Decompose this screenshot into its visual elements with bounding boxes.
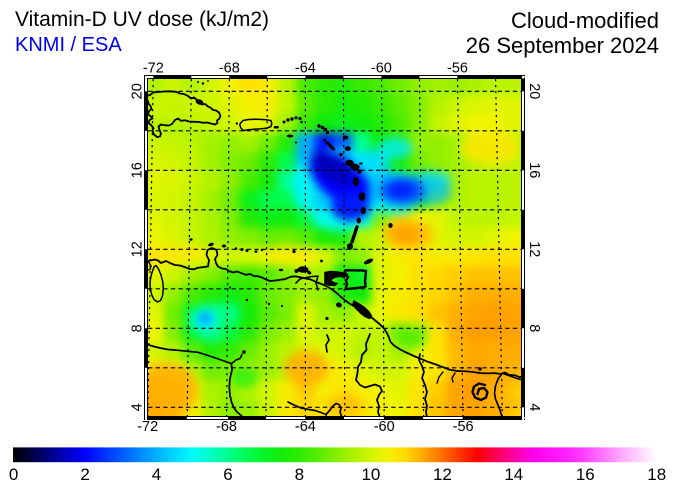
svg-text:-72: -72 bbox=[137, 419, 158, 435]
svg-text:12: 12 bbox=[130, 241, 146, 257]
svg-text:4: 4 bbox=[130, 403, 146, 411]
svg-text:20: 20 bbox=[130, 83, 146, 99]
svg-text:14: 14 bbox=[504, 465, 523, 484]
svg-text:16: 16 bbox=[576, 465, 595, 484]
svg-text:20: 20 bbox=[526, 83, 542, 99]
svg-text:-60: -60 bbox=[371, 61, 392, 77]
svg-text:16: 16 bbox=[130, 162, 146, 178]
svg-text:4: 4 bbox=[526, 403, 542, 411]
svg-text:12: 12 bbox=[526, 241, 542, 257]
svg-text:6: 6 bbox=[223, 465, 232, 484]
svg-text:-64: -64 bbox=[295, 419, 316, 435]
svg-text:-68: -68 bbox=[219, 61, 240, 77]
svg-text:-64: -64 bbox=[295, 61, 316, 77]
svg-text:0: 0 bbox=[9, 465, 18, 484]
svg-text:12: 12 bbox=[433, 465, 452, 484]
svg-text:10: 10 bbox=[361, 465, 380, 484]
svg-text:-68: -68 bbox=[216, 419, 237, 435]
svg-text:2: 2 bbox=[80, 465, 89, 484]
svg-text:8: 8 bbox=[526, 324, 542, 332]
svg-text:16: 16 bbox=[526, 162, 542, 178]
svg-text:8: 8 bbox=[130, 324, 146, 332]
svg-text:18: 18 bbox=[647, 465, 666, 484]
svg-text:-72: -72 bbox=[143, 61, 164, 77]
svg-text:-56: -56 bbox=[447, 61, 468, 77]
svg-text:-56: -56 bbox=[453, 419, 474, 435]
svg-text:8: 8 bbox=[295, 465, 304, 484]
svg-text:-60: -60 bbox=[374, 419, 395, 435]
svg-text:4: 4 bbox=[152, 465, 161, 484]
